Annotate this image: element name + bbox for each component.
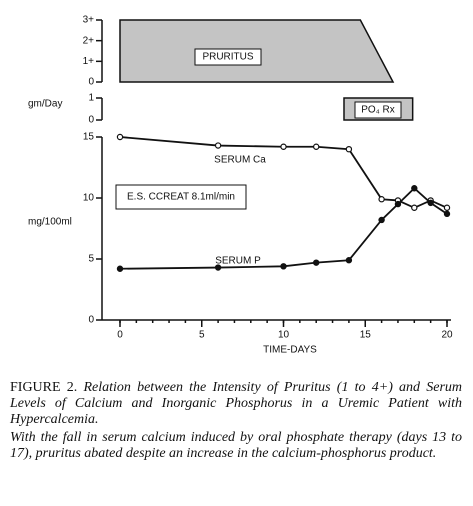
figure-number: FIGURE 2. xyxy=(10,380,78,395)
caption-title-block: FIGURE 2. Relation between the Intensity… xyxy=(10,380,462,428)
data-point xyxy=(345,145,353,153)
data-point xyxy=(411,185,418,192)
series-label: SERUM Ca xyxy=(214,155,266,166)
data-point xyxy=(214,142,222,149)
series-label: SERUM P xyxy=(215,256,261,267)
data-point xyxy=(378,196,385,203)
caption-note: With the fall in serum calcium induced b… xyxy=(10,430,462,461)
y-tick-label: 0 xyxy=(88,315,94,326)
figure: 0 1+ 2+ 3+ PRURITUS 0 1 gm/Day PO₄ Rx 0 5 10 15 mg/10… xyxy=(28,15,453,356)
x-axis-label: TIME-DAYS xyxy=(263,345,317,356)
y-tick-label: 10 xyxy=(83,193,95,204)
data-point xyxy=(280,263,287,270)
data-point xyxy=(313,259,320,266)
y-tick-label: 5 xyxy=(88,254,94,265)
data-point xyxy=(214,264,222,271)
label-box xyxy=(354,101,402,119)
data-point xyxy=(411,204,418,211)
y-tick-label: 1+ xyxy=(83,56,95,67)
data-point xyxy=(443,204,451,211)
x-tick-label: 5 xyxy=(199,330,205,341)
data-point xyxy=(116,265,124,272)
x-tick-label: 15 xyxy=(360,330,372,341)
data-point xyxy=(394,200,402,208)
data-point xyxy=(280,143,287,150)
x-tick-label: 0 xyxy=(117,330,123,341)
panel-label: PRURITUS xyxy=(202,52,253,63)
y-axis-label: gm/Day xyxy=(28,99,62,110)
caption: FIGURE 2. Relation between the Intensity… xyxy=(10,380,462,464)
y-axis-label: mg/100ml xyxy=(28,217,72,228)
series-line xyxy=(119,136,448,209)
data-point xyxy=(427,199,434,207)
annotation-box xyxy=(115,184,247,210)
data-point xyxy=(378,216,385,224)
caption-title: Relation between the Intensity of Prurit… xyxy=(10,380,463,427)
y-tick-label: 1 xyxy=(88,93,94,104)
y-tick-label: 3+ xyxy=(83,15,95,26)
data-point xyxy=(116,133,124,141)
data-point xyxy=(345,257,353,264)
x-tick-label: 10 xyxy=(278,330,290,341)
y-tick-label: 0 xyxy=(88,77,94,88)
data-point xyxy=(443,210,451,218)
y-tick-label: 2+ xyxy=(83,35,95,46)
y-tick-label: 0 xyxy=(88,115,94,126)
label-box xyxy=(194,48,262,66)
panel-label: PO₄ Rx xyxy=(361,105,395,116)
series-line xyxy=(119,187,448,270)
y-tick-label: 15 xyxy=(83,132,95,143)
data-point xyxy=(313,143,320,150)
annotation: E.S. CCREAT 8.1ml/min xyxy=(127,192,235,203)
x-tick-label: 20 xyxy=(441,330,453,341)
